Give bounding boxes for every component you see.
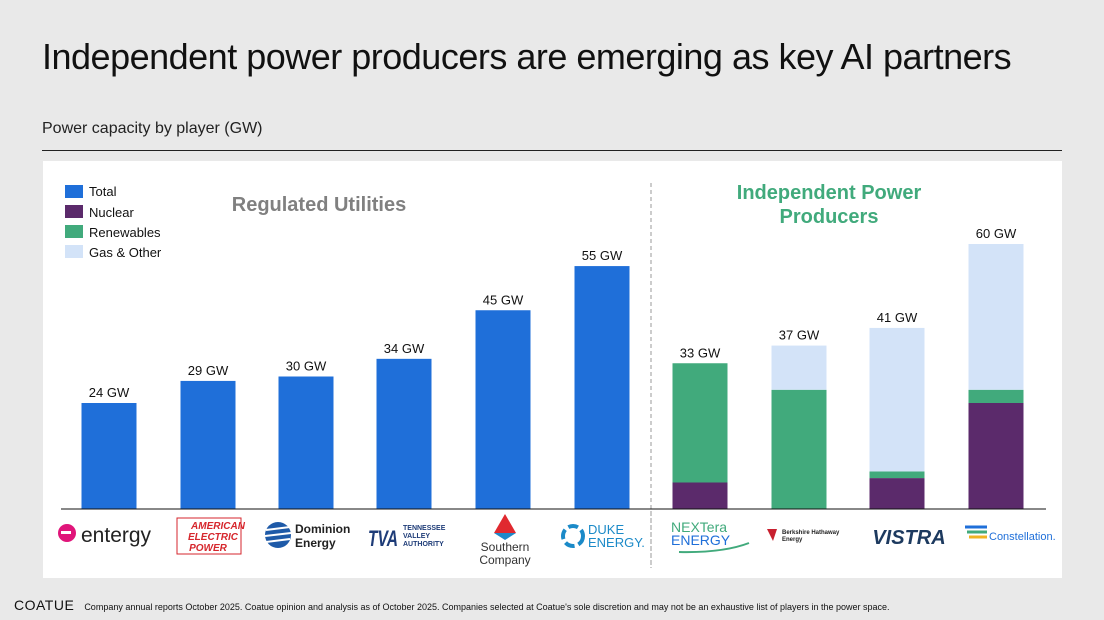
footer: COATUE Company annual reports October 20… [14,597,890,613]
legend-label-renewables: Renewables [89,225,161,240]
logo-dominion: Dominion Energy [264,522,350,550]
bar-nuclear-6 [672,482,728,509]
logo-text-aep-2: ELECTRIC [188,532,239,543]
legend-swatch-nuclear [65,205,83,218]
bar-gas-other-8 [869,327,925,472]
dominion-stripe-1-icon [265,526,291,531]
logo-nextera: NEXTera ENERGY [671,519,750,554]
footer-source-note: Company annual reports October 2025. Coa… [84,602,890,612]
data-labels-layer: 24 GW 29 GW 30 GW 34 GW 45 GW 55 GW 33 GW 37 GW… [89,226,1017,400]
data-label-2: 30 GW [286,359,327,374]
southern-triangle-icon [494,514,516,533]
group-label-ipp-line1: Independent Power [737,182,922,204]
logo-text-duke-1: DUKE [588,522,624,537]
logo-text-southern-1: Southern [481,540,530,554]
logo-text-nextera-2: ENERGY [671,532,731,548]
logo-text-constellation: Constellation. [989,531,1056,543]
legend-label-gas-other: Gas & Other [89,245,162,260]
bar-total-5 [574,266,630,509]
aep-frame-icon [176,517,242,555]
logo-text-tva: TVA [368,526,398,551]
data-label-6: 33 GW [680,345,721,360]
page-title: Independent power producers are emerging… [42,36,1012,77]
bars-layer [81,244,1024,509]
bar-gas-other-7 [771,345,827,390]
bar-renewables-8 [869,471,925,479]
footer-brand: COATUE [14,597,75,613]
logo-text-tva-3: VALLEY [403,533,430,540]
logo-text-dominion-2: Energy [295,536,336,550]
bar-total-4 [475,310,531,509]
logo-text-aep-1: AMERICAN [190,521,246,532]
data-label-1: 29 GW [188,363,229,378]
berkshire-mark-icon [767,529,777,541]
legend-swatch-gas-other [65,245,83,258]
logo-text-vistra: VISTRA [872,527,945,549]
bar-renewables-9 [968,389,1024,403]
data-label-0: 24 GW [89,385,130,400]
group-label-ipp-line2: Producers [780,206,879,228]
logo-text-dominion-1: Dominion [295,522,350,536]
data-label-7: 37 GW [779,328,820,343]
legend-label-nuclear: Nuclear [89,205,134,220]
bar-renewables-7 [771,389,827,509]
bar-nuclear-8 [869,478,925,509]
logo-text-nextera-1: NEXTera [671,519,727,535]
bar-renewables-6 [672,363,728,483]
dominion-stripe-2-icon [264,532,292,537]
logo-text-berkshire-1: Berkshire Hathaway [782,530,840,536]
bar-gas-other-9 [968,244,1024,390]
logo-text-berkshire-2: Energy [782,537,803,543]
logo-text-duke-2: ENERGY. [588,535,645,550]
logo-vistra: VISTRA [872,527,945,549]
logo-constellation: Constellation. [965,525,1056,543]
duke-mark-icon [561,524,585,548]
logo-tva: TVA TENNESSEE VALLEY AUTHORITY [368,525,446,551]
bar-total-3 [376,358,432,509]
logo-text-tva-2: TENNESSEE [403,525,446,532]
capacity-chart: Total Nuclear Renewables Gas & Other Reg… [58,182,1056,568]
logo-text-southern-2: Company [479,553,530,567]
data-label-8: 41 GW [877,310,918,325]
title-divider [42,150,1062,151]
bar-total-1 [180,380,236,509]
legend-swatch-renewables [65,225,83,238]
bar-total-2 [278,376,334,509]
legend: Total Nuclear Renewables Gas & Other [65,184,162,260]
chart-panel: Total Nuclear Renewables Gas & Other Reg… [43,161,1062,578]
dominion-stripe-3-icon [265,538,291,543]
group-label-regulated-utilities: Regulated Utilities [232,194,406,216]
data-label-4: 45 GW [483,292,524,307]
logo-entergy: entergy [58,524,152,547]
legend-swatch-total [65,185,83,198]
data-label-9: 60 GW [976,226,1017,241]
bar-nuclear-9 [968,403,1024,509]
nextera-swoosh-icon [678,542,750,554]
logo-text-entergy: entergy [81,524,152,547]
logo-duke-energy: DUKE ENERGY. [561,522,645,550]
southern-triangle-lower-icon [494,533,516,540]
entergy-mark-bar-icon [61,531,71,534]
data-label-3: 34 GW [384,341,425,356]
chart-subtitle: Power capacity by player (GW) [42,120,263,137]
logo-text-aep-3: POWER [189,543,228,554]
legend-label-total: Total [89,184,117,199]
logo-southern-company: Southern Company [479,514,531,567]
data-label-5: 55 GW [582,248,623,263]
bar-total-0 [81,403,137,509]
logo-text-tva-4: AUTHORITY [403,541,444,548]
logo-aep: AMERICAN ELECTRIC POWER [176,517,246,555]
logo-berkshire: Berkshire Hathaway Energy [767,529,840,543]
